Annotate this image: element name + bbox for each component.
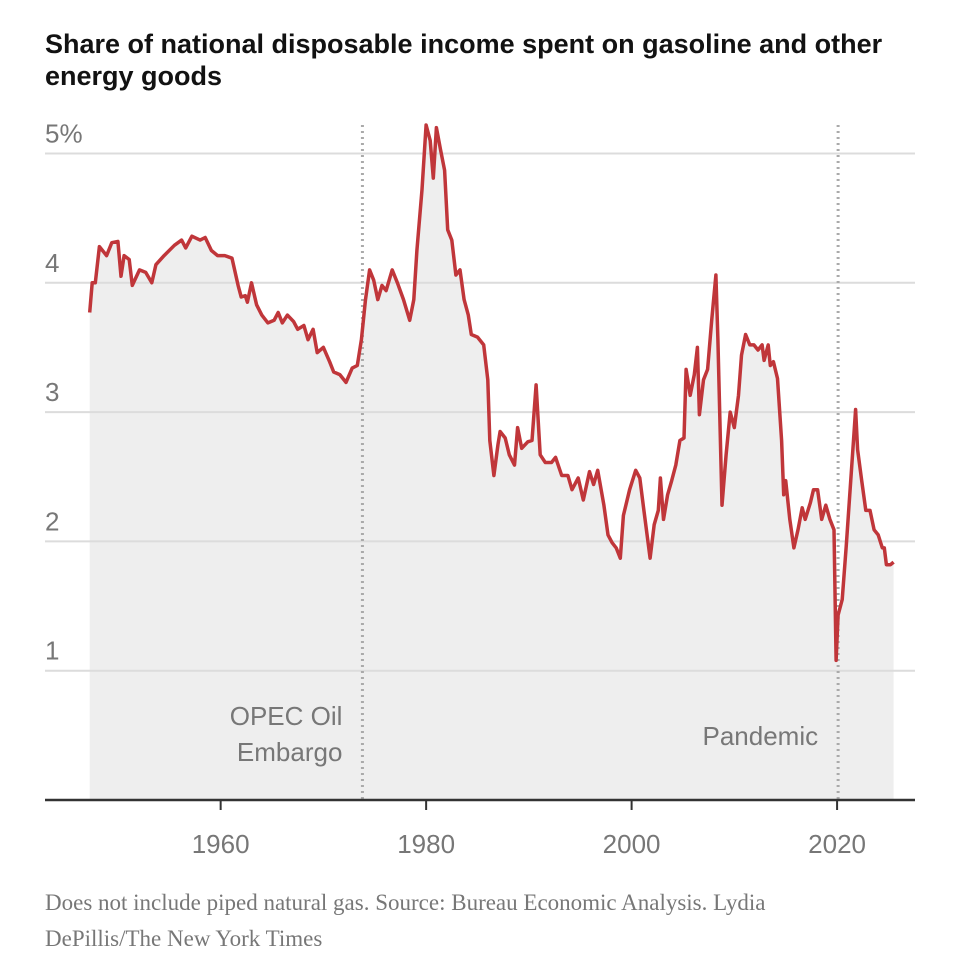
annotation-label: Embargo (237, 737, 343, 767)
y-tick-label: 4 (45, 248, 59, 278)
y-tick-label: 3 (45, 377, 59, 407)
x-tick-label: 1960 (192, 829, 250, 859)
annotation-label: Pandemic (702, 721, 818, 751)
line (87, 123, 895, 663)
x-tick-label: 2020 (808, 829, 866, 859)
footnote: Does not include piped natural gas. Sour… (45, 890, 766, 951)
annotation-label: OPEC Oil (230, 701, 343, 731)
x-tick-label: 1980 (397, 829, 455, 859)
y-tick-label: 1 (45, 636, 59, 666)
chart: 1 2 3 4 5% OPEC Oil Embargo Pandemic 1960 1980 200… (45, 118, 915, 859)
y-tick-label: 2 (45, 506, 59, 536)
y-tick-label: 5% (45, 118, 83, 148)
chart-title: Share of national disposable income spen… (45, 29, 883, 91)
x-tick-label: 2000 (603, 829, 661, 859)
